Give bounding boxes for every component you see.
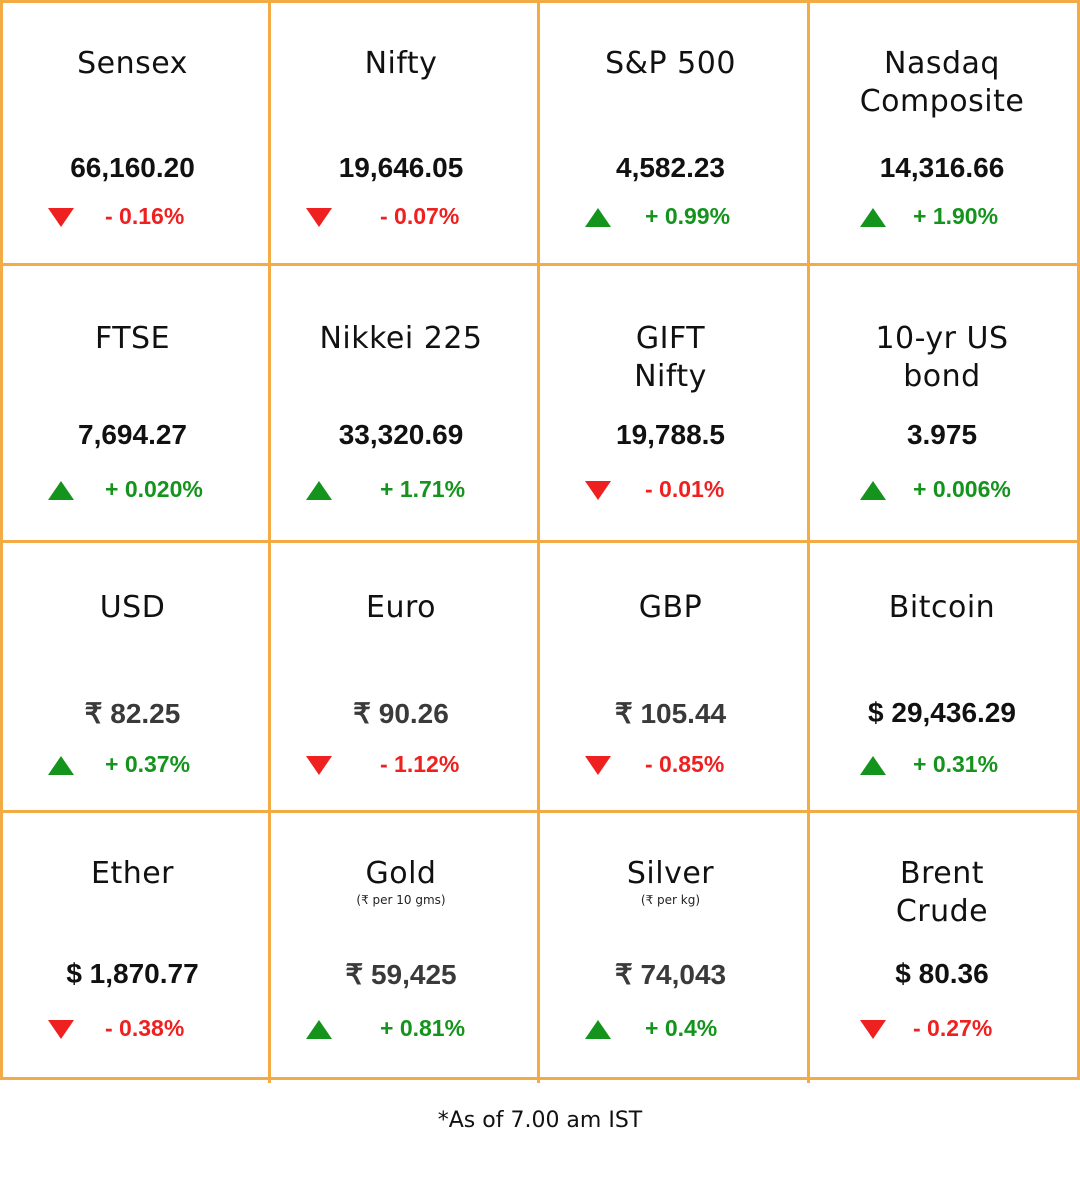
tile-change: + 0.006% (913, 476, 1011, 502)
tile-unit: (₹ per kg) (640, 893, 701, 907)
tile-value: ₹ 74,043 (614, 959, 727, 990)
market-tile: Euro ₹ 90.26 - 1.12% (268, 0, 534, 1080)
down-arrow-icon (585, 756, 611, 775)
tile-change: + 1.90% (913, 203, 999, 229)
up-arrow-icon (860, 208, 886, 227)
tile-value: 66,160.20 (70, 152, 195, 183)
tile-change: + 0.020% (105, 476, 203, 502)
up-arrow-icon (860, 756, 886, 775)
up-arrow-icon (306, 1020, 332, 1039)
down-arrow-icon (306, 208, 332, 227)
down-arrow-icon (48, 208, 74, 227)
market-grid (0, 0, 1080, 1083)
tile-value: $ 1,870.77 (66, 958, 199, 989)
tile-value: ₹ 82.25 (84, 698, 181, 729)
down-arrow-icon (860, 1020, 886, 1039)
tile-change: + 0.99% (645, 203, 731, 229)
down-arrow-icon (585, 481, 611, 500)
tile-name: Nikkei 225 (319, 321, 483, 356)
tile-value: 7,694.27 (78, 419, 187, 450)
tile-change: - 0.16% (105, 203, 185, 229)
market-tile: USD ₹ 82.25 + 0.37% (0, 0, 265, 1080)
market-tile: Sensex 66,160.20 - 0.16% (0, 0, 265, 1080)
market-tile: S&P 500 4,582.23 + 0.99% (537, 0, 804, 1080)
tile-value: 19,788.5 (616, 419, 725, 450)
tile-value: $ 29,436.29 (868, 697, 1016, 728)
tile-value: $ 80.36 (895, 958, 989, 989)
grid-divider (268, 3, 271, 1083)
market-tile: Nifty 19,646.05 - 0.07% (268, 0, 534, 1080)
tile-value: 14,316.66 (879, 152, 1005, 183)
tile-change: - 0.38% (105, 1015, 185, 1041)
down-arrow-icon (306, 756, 332, 775)
tile-value: ₹ 59,425 (345, 959, 457, 990)
up-arrow-icon (860, 481, 886, 500)
tile-value: 4,582.23 (616, 152, 725, 183)
tile-change: + 0.37% (105, 751, 191, 777)
tile-value: ₹ 90.26 (353, 698, 449, 729)
tile-name: Nasdaq Composite (859, 46, 1025, 119)
market-tile: Brent Crude $ 80.36 - 0.27% (807, 0, 1077, 1080)
tile-change: + 0.4% (645, 1015, 718, 1041)
up-arrow-icon (585, 1020, 611, 1039)
tile-change: + 0.31% (913, 751, 999, 777)
tile-change: + 1.71% (380, 476, 466, 502)
market-tile: GBP ₹ 105.44 - 0.85% (537, 0, 804, 1080)
up-arrow-icon (48, 756, 74, 775)
tile-name: 10-yr US bond (875, 321, 1009, 394)
tile-name: FTSE (94, 321, 171, 356)
tile-change: - 0.85% (645, 751, 725, 777)
up-arrow-icon (585, 208, 611, 227)
tile-name: Euro (366, 590, 436, 625)
market-tile: GIFT Nifty 19,788.5 - 0.01% (537, 0, 804, 1080)
tile-name: Brent Crude (895, 856, 989, 929)
market-tile: Silver (₹ per kg) ₹ 74,043 + 0.4% (537, 0, 804, 1080)
tile-value: 19,646.05 (338, 152, 464, 183)
tile-name: Ether (90, 856, 175, 891)
tile-name: GIFT Nifty (634, 321, 707, 394)
grid-divider (3, 263, 1080, 266)
market-tile: Nikkei 225 33,320.69 + 1.71% (268, 0, 534, 1080)
down-arrow-icon (48, 1020, 74, 1039)
market-tile: FTSE 7,694.27 + 0.020% (0, 0, 265, 1080)
tile-unit: (₹ per 10 gms) (356, 893, 446, 907)
grid-divider (807, 3, 810, 1083)
tile-name: GBP (638, 590, 703, 625)
tile-value: ₹ 105.44 (614, 698, 727, 729)
tile-name: Nifty (364, 46, 438, 81)
tile-name: Silver (626, 856, 715, 891)
grid-divider (537, 3, 540, 1083)
footnote: *As of 7.00 am IST (437, 1108, 643, 1133)
up-arrow-icon (48, 481, 74, 500)
tile-change: + 0.81% (380, 1015, 466, 1041)
tile-change: - 0.01% (645, 476, 725, 502)
grid-divider (3, 540, 1080, 543)
market-tile: 10-yr US bond 3.975 + 0.006% (807, 0, 1077, 1080)
market-tile: Gold (₹ per 10 gms) ₹ 59,425 + 0.81% (268, 0, 534, 1080)
up-arrow-icon (306, 481, 332, 500)
grid-divider (3, 810, 1080, 813)
tile-name: S&P 500 (605, 46, 736, 81)
tile-name: Bitcoin (888, 590, 996, 625)
tile-change: - 0.07% (380, 203, 460, 229)
tile-name: Gold (365, 856, 437, 891)
tile-name: Sensex (77, 46, 188, 81)
tile-change: - 0.27% (913, 1015, 993, 1041)
market-tile: Nasdaq Composite 14,316.66 + 1.90% (807, 0, 1077, 1080)
market-tile: Ether $ 1,870.77 - 0.38% (0, 0, 265, 1080)
market-tile: Bitcoin $ 29,436.29 + 0.31% (807, 0, 1077, 1080)
tile-value: 33,320.69 (338, 419, 464, 450)
tile-change: - 1.12% (380, 751, 460, 777)
tile-value: 3.975 (906, 419, 978, 450)
tile-name: USD (99, 590, 166, 625)
